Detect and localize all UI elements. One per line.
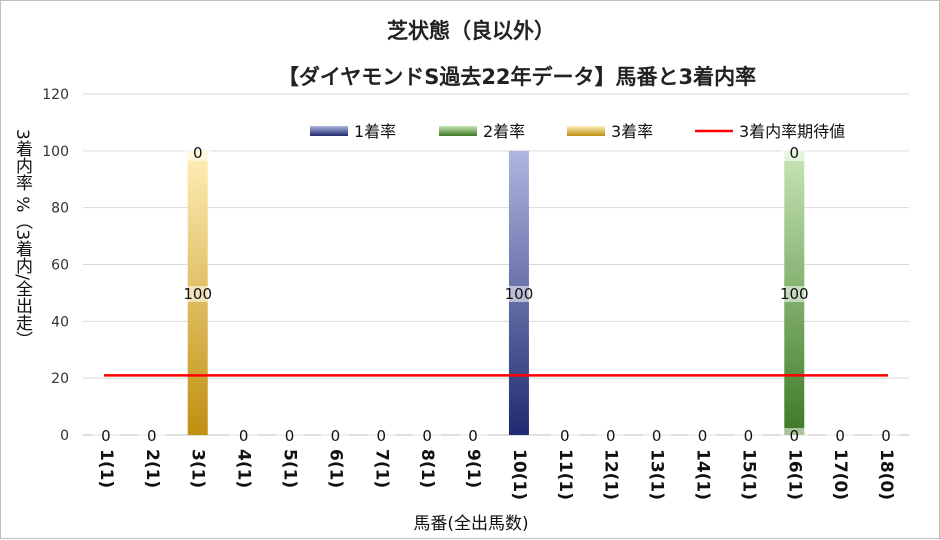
data-label: 0 [652,427,662,445]
data-label: 100 [780,285,809,303]
x-tick-label: 16(1) [784,449,804,500]
data-label-bg [459,428,488,444]
data-label-bg [734,428,763,444]
legend-swatch [439,126,477,136]
data-label-bg [183,145,212,161]
data-label: 0 [468,427,478,445]
y-tick-label: 20 [51,371,69,387]
legend-label: 2着率 [483,122,525,141]
x-axis-label: 馬番(全出馬数) [413,514,529,534]
legend-swatch [567,126,605,136]
data-label-bg [183,286,212,302]
y-tick-label: 80 [51,201,69,217]
data-label: 0 [377,427,387,445]
data-label: 100 [505,285,534,303]
data-label-bg [780,286,809,302]
y-tick-label: 60 [51,258,69,274]
data-label: 0 [147,427,157,445]
data-label-bg [872,428,901,444]
data-label: 0 [239,427,249,445]
x-tick-label: 12(1) [601,449,621,500]
data-label-bg [229,428,258,444]
x-tick-label: 15(1) [738,449,758,500]
x-tick-label: 9(1) [463,449,483,488]
data-label-bg [275,428,304,444]
x-tick-label: 14(1) [693,449,713,500]
data-label: 0 [881,427,891,445]
x-tick-label: 2(1) [142,449,162,488]
data-label: 0 [698,427,708,445]
y-tick-label: 100 [42,144,69,160]
data-label-bg [596,428,625,444]
legend-swatch [310,126,348,136]
data-label-bg [780,145,809,161]
data-label: 100 [183,285,212,303]
x-tick-label: 8(1) [417,449,437,488]
data-label: 0 [193,144,203,162]
legend-label: 3着率 [611,122,653,141]
x-tick-label: 7(1) [371,449,391,488]
data-label-bg [688,428,717,444]
legend-label: 3着内率期待値 [739,122,845,141]
data-label-bg [321,428,350,444]
chart-subtitle: 【ダイヤモンドS過去22年データ】馬番と3着内率 [277,65,757,89]
data-label: 0 [422,427,432,445]
data-label: 0 [101,427,111,445]
data-label: 0 [835,427,845,445]
x-tick-label: 3(1) [188,449,208,488]
data-label-bg [550,428,579,444]
x-tick-label: 13(1) [647,449,667,500]
data-label: 0 [331,427,341,445]
data-label-bg [367,428,396,444]
y-tick-label: 40 [51,314,69,330]
data-label-bg [780,428,809,444]
x-tick-label: 6(1) [325,449,345,488]
data-label-bg [413,428,442,444]
data-label-bg [826,428,855,444]
data-label: 0 [285,427,295,445]
x-tick-label: 17(0) [830,449,850,500]
x-tick-label: 18(0) [876,449,896,500]
data-label-bg [137,428,166,444]
data-label-bg [642,428,671,444]
x-tick-label: 5(1) [280,449,300,488]
x-tick-label: 4(1) [234,449,254,488]
data-label: 0 [560,427,570,445]
data-label-bg [504,286,533,302]
y-tick-label: 0 [60,428,69,444]
chart-title: 芝状態（良以外） [387,19,555,43]
data-label-bg [91,428,120,444]
x-tick-label: 10(1) [509,449,529,500]
y-tick-label: 120 [42,87,69,103]
y-axis-label: 3着内率 %（3着内/全出走） [12,129,32,348]
x-tick-label: 1(1) [96,449,116,488]
data-label: 0 [790,144,800,162]
x-tick-label: 11(1) [555,449,575,500]
data-label: 0 [744,427,754,445]
data-label: 0 [790,427,800,445]
legend-label: 1着率 [354,122,396,141]
data-label: 0 [606,427,616,445]
